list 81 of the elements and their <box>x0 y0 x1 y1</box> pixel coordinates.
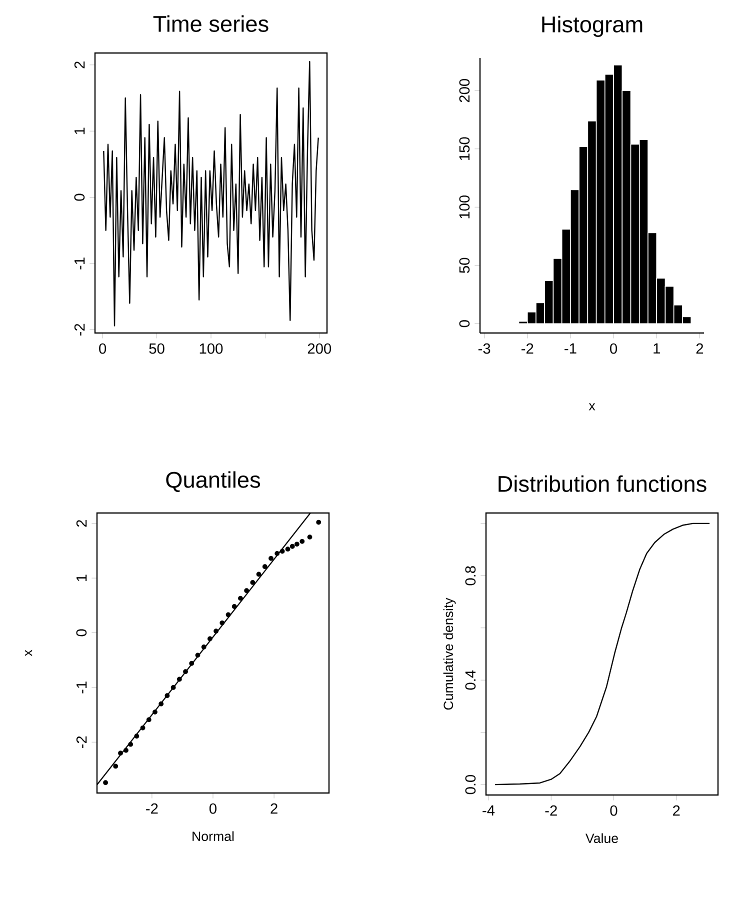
point <box>201 644 206 650</box>
point <box>268 556 274 561</box>
y-tick-label: 0 <box>76 629 87 636</box>
point <box>256 572 262 577</box>
point <box>262 564 268 570</box>
y-tick-label: 100 <box>459 196 470 218</box>
point <box>118 750 123 756</box>
point <box>250 580 256 585</box>
x-tick-label: -2 <box>146 803 158 814</box>
point <box>103 780 108 786</box>
y-tick-label: 150 <box>459 137 470 160</box>
y-tick-label: 0.8 <box>465 566 476 586</box>
x-tick-label: 0 <box>209 803 216 814</box>
x-tick-label: 0 <box>610 343 618 354</box>
point <box>226 612 231 618</box>
y-tick-label: 50 <box>459 258 470 273</box>
y-tick-label: -2 <box>76 736 87 748</box>
point <box>113 764 118 769</box>
x-tick-label: 2 <box>270 803 278 814</box>
y-tick-label: 2 <box>74 62 85 68</box>
point <box>280 548 285 554</box>
x-tick-label: 200 <box>308 343 332 354</box>
point <box>285 546 290 552</box>
x-axis-title: x <box>588 403 596 410</box>
x-tick-label: -2 <box>545 805 557 816</box>
y-tick-label: 200 <box>459 78 470 102</box>
point <box>195 652 200 658</box>
y-tick-label: 0 <box>74 194 85 201</box>
point <box>232 604 237 609</box>
point <box>207 636 212 642</box>
point <box>170 684 176 690</box>
point <box>214 628 219 634</box>
x-tick-label: 0 <box>99 343 106 354</box>
point <box>152 710 158 715</box>
y-axis-title: x <box>25 650 32 656</box>
point <box>220 620 225 626</box>
point <box>128 742 134 747</box>
x-tick-label: 2 <box>696 343 704 354</box>
y-tick-label: 0.4 <box>465 670 476 690</box>
y-tick-label: -1 <box>74 258 85 270</box>
line-series <box>494 522 710 786</box>
x-tick-label: 0 <box>610 805 618 816</box>
point <box>294 542 300 547</box>
y-tick-label: 0 <box>459 320 470 328</box>
point <box>164 693 170 698</box>
y-axis-title: Cumulative density <box>443 598 456 710</box>
chart-title: Time series <box>153 15 268 32</box>
x-tick-label: -4 <box>482 805 495 816</box>
point <box>124 748 128 753</box>
point <box>274 551 280 556</box>
x-tick-label: -2 <box>522 343 534 354</box>
point <box>176 676 182 682</box>
y-tick-label: 1 <box>76 574 87 582</box>
point <box>307 534 312 540</box>
point <box>183 669 188 674</box>
x-tick-label: -3 <box>478 343 490 354</box>
point <box>316 520 322 525</box>
y-tick-label: 1 <box>74 128 85 134</box>
chart-title: Quantiles <box>166 471 260 492</box>
chart-title: Distribution functions <box>498 475 706 492</box>
point <box>146 717 152 722</box>
y-tick-label: -2 <box>74 324 85 336</box>
y-tick-label: 0.0 <box>465 774 476 794</box>
x-axis-title: Normal <box>192 831 234 842</box>
point <box>300 538 305 544</box>
x-axis-title: Value <box>586 833 618 844</box>
point <box>134 734 140 739</box>
chart-title: Histogram <box>542 16 642 37</box>
x-tick-label: 100 <box>200 343 223 354</box>
x-tick-label: 2 <box>673 805 680 816</box>
x-tick-label: 50 <box>149 343 164 354</box>
point <box>244 588 250 594</box>
point <box>290 544 295 549</box>
point <box>158 701 164 706</box>
point <box>238 596 243 601</box>
x-tick-label: -1 <box>564 343 576 354</box>
point <box>189 660 194 666</box>
point <box>140 725 146 730</box>
y-tick-label: 2 <box>76 520 87 527</box>
x-tick-label: 1 <box>654 343 660 354</box>
y-tick-label: -1 <box>76 682 87 694</box>
